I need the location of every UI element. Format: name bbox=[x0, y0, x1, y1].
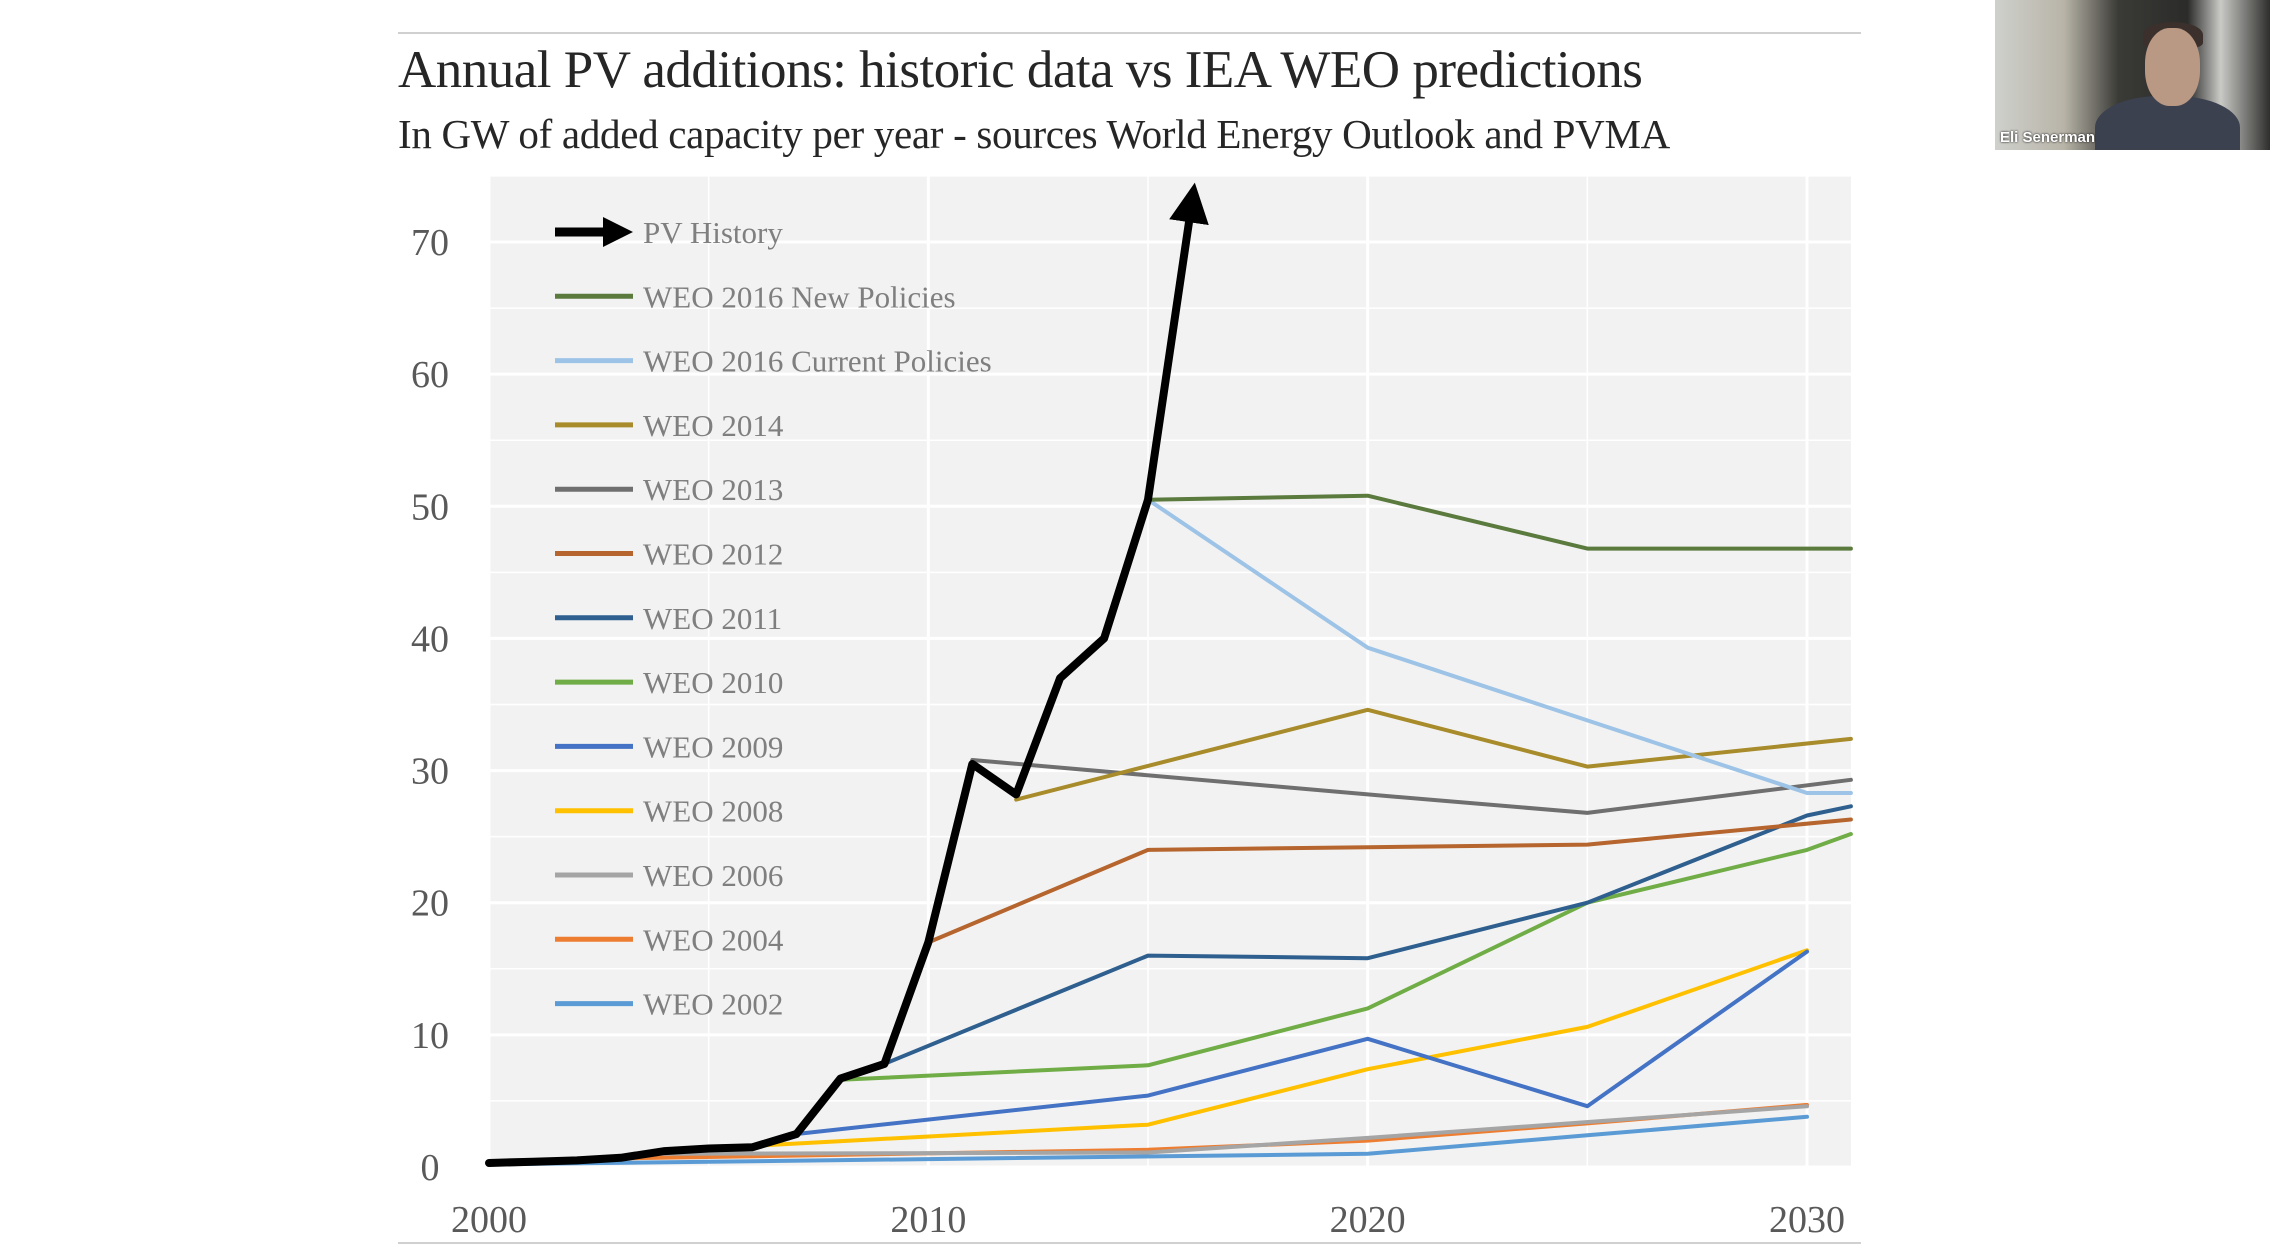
legend-label: WEO 2011 bbox=[643, 601, 782, 636]
chart-title: Annual PV additions: historic data vs IE… bbox=[398, 41, 1643, 99]
legend-item: WEO 2013 bbox=[555, 472, 783, 507]
legend-label: WEO 2009 bbox=[643, 729, 783, 764]
legend-item: WEO 2010 bbox=[555, 665, 783, 700]
legend-item: WEO 2002 bbox=[555, 987, 783, 1022]
x-tick-label: 2030 bbox=[1769, 1199, 1845, 1241]
bottom-rule bbox=[398, 1242, 1861, 1244]
series-lines bbox=[485, 182, 1853, 1167]
series-line-weo-2013 bbox=[970, 758, 1853, 815]
legend-label: WEO 2006 bbox=[643, 858, 783, 893]
legend: PV History WEO 2016 New Policies WEO 2016 … bbox=[555, 215, 992, 1022]
y-tick-label: 50 bbox=[411, 486, 449, 528]
legend-label: WEO 2002 bbox=[643, 987, 783, 1022]
series-line-weo-2008 bbox=[750, 948, 1809, 1148]
legend-item: WEO 2008 bbox=[555, 794, 783, 829]
legend-label: WEO 2008 bbox=[643, 794, 783, 829]
legend-item: PV History bbox=[555, 215, 783, 250]
legend-label: WEO 2010 bbox=[643, 665, 783, 700]
legend-item: WEO 2006 bbox=[555, 858, 783, 893]
y-tick-label: 20 bbox=[411, 883, 449, 925]
legend-item: WEO 2011 bbox=[555, 601, 782, 636]
legend-label: WEO 2013 bbox=[643, 472, 783, 507]
y-tick-label: 30 bbox=[411, 751, 449, 793]
x-tick-label: 2020 bbox=[1330, 1199, 1406, 1241]
series-line-weo-2014 bbox=[1014, 707, 1853, 802]
y-tick-label: 10 bbox=[411, 1015, 449, 1057]
legend-item: WEO 2016 New Policies bbox=[555, 279, 956, 314]
x-tick-label: 2010 bbox=[890, 1199, 966, 1241]
legend-label: WEO 2004 bbox=[643, 922, 784, 957]
legend-item: WEO 2009 bbox=[555, 729, 783, 764]
legend-label: WEO 2016 Current Policies bbox=[643, 344, 992, 379]
legend-label: WEO 2012 bbox=[643, 537, 783, 572]
y-tick-label: 0 bbox=[421, 1147, 440, 1189]
y-tick-label: 70 bbox=[411, 222, 449, 264]
series-line-weo-2009 bbox=[794, 949, 1809, 1136]
top-rule bbox=[398, 32, 1861, 34]
series-line-weo-2016-new-policies bbox=[1146, 493, 1853, 551]
legend-item: WEO 2004 bbox=[555, 922, 784, 957]
y-axis: 0 10 20 30 40 50 60 70 bbox=[411, 222, 449, 1189]
legend-label: WEO 2016 New Policies bbox=[643, 279, 956, 314]
legend-label: WEO 2014 bbox=[643, 408, 784, 443]
legend-item: WEO 2012 bbox=[555, 537, 783, 572]
legend-label: PV History bbox=[643, 215, 783, 250]
x-tick-label: 2000 bbox=[451, 1199, 527, 1241]
series-line-weo-2012 bbox=[926, 817, 1853, 945]
participant-face bbox=[2145, 28, 2200, 106]
series-line-weo-2010 bbox=[838, 832, 1853, 1082]
series-line-weo-2002 bbox=[487, 1114, 1809, 1167]
series-line-weo-2011 bbox=[882, 804, 1853, 1066]
y-tick-label: 60 bbox=[411, 354, 449, 396]
legend-arrowhead-icon bbox=[603, 217, 633, 247]
y-tick-label: 40 bbox=[411, 618, 449, 660]
legend-item: WEO 2016 Current Policies bbox=[555, 344, 992, 379]
series-line-weo-2016-current-policies bbox=[1146, 497, 1853, 795]
chart-subtitle: In GW of added capacity per year - sourc… bbox=[398, 111, 1670, 157]
x-axis: 2000 2010 2020 2030 bbox=[451, 1199, 1845, 1241]
legend-item: WEO 2014 bbox=[555, 408, 784, 443]
series-line-pv-history bbox=[485, 182, 1209, 1167]
participant-video-thumbnail[interactable]: Eli Senerman bbox=[1995, 0, 2270, 150]
series-line-weo-2006 bbox=[662, 1104, 1809, 1156]
gridlines bbox=[487, 175, 1851, 1169]
participant-name: Eli Senerman bbox=[2000, 129, 2096, 146]
